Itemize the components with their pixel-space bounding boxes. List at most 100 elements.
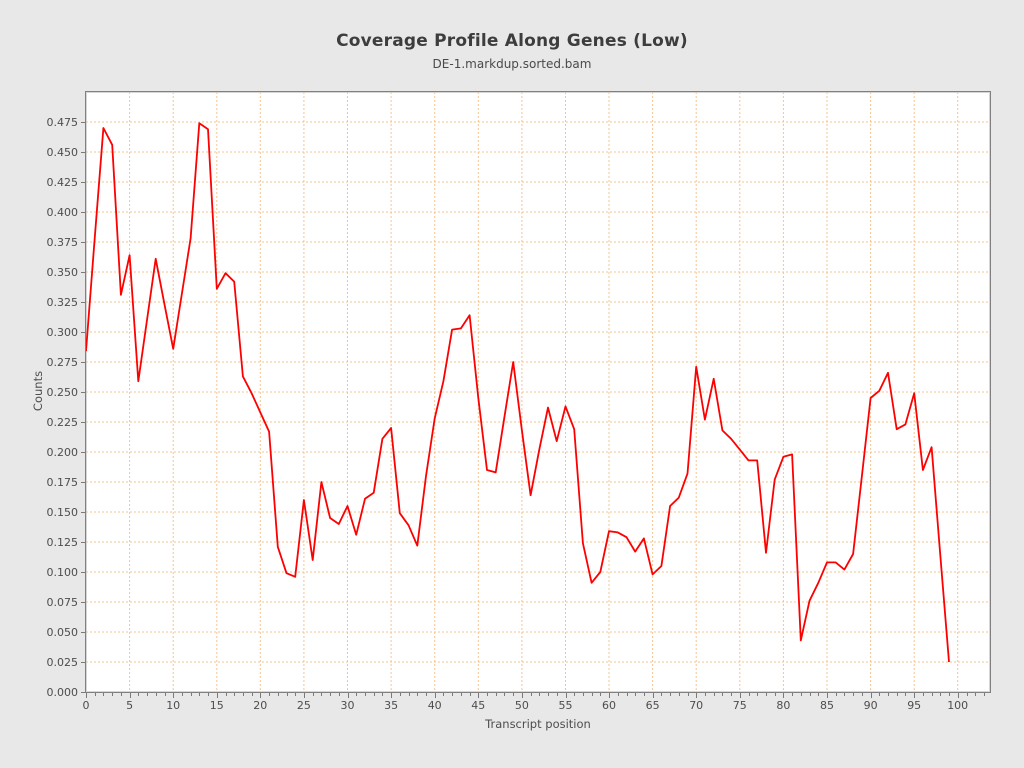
y-tick-label: 0.475 — [46, 116, 79, 129]
x-minor-tick — [365, 693, 366, 696]
y-tick-label: 0.025 — [46, 656, 79, 669]
x-major-tick — [739, 693, 741, 698]
chart-subtitle: DE-1.markdup.sorted.bam — [432, 57, 592, 71]
y-tick — [81, 302, 85, 303]
plot-area — [85, 91, 991, 693]
x-minor-tick — [408, 693, 410, 696]
x-minor-tick — [295, 693, 297, 696]
x-major-tick — [914, 693, 916, 698]
x-major-tick — [609, 693, 610, 698]
x-minor-tick — [983, 693, 985, 696]
x-tick-label: 35 — [384, 699, 399, 712]
y-tick-label: 0.225 — [46, 416, 79, 429]
x-minor-tick — [112, 693, 114, 696]
y-tick — [81, 452, 85, 453]
y-tick-label: 0.150 — [46, 506, 79, 519]
x-minor-tick — [356, 693, 358, 696]
y-tick — [81, 122, 85, 123]
x-minor-tick — [600, 693, 602, 696]
y-tick — [81, 692, 85, 693]
y-tick — [81, 662, 85, 663]
x-minor-tick — [286, 693, 288, 696]
x-minor-tick — [460, 693, 462, 696]
x-minor-tick — [792, 693, 794, 696]
chart-title: Coverage Profile Along Genes (Low) — [336, 31, 688, 51]
x-minor-tick — [678, 693, 680, 696]
x-tick-label: 70 — [689, 699, 704, 712]
x-major-tick — [478, 693, 480, 698]
x-minor-tick — [582, 693, 584, 696]
x-major-tick — [173, 693, 175, 698]
x-minor-tick — [800, 693, 802, 696]
x-minor-tick — [661, 693, 663, 696]
x-minor-tick — [164, 693, 166, 696]
x-minor-tick — [338, 693, 340, 696]
y-tick — [81, 602, 85, 603]
x-minor-tick — [896, 693, 898, 696]
x-tick-label: 10 — [166, 699, 181, 712]
y-tick-label: 0.325 — [46, 296, 79, 309]
x-minor-tick — [513, 693, 515, 696]
x-minor-tick — [722, 693, 724, 696]
x-minor-tick — [469, 693, 471, 696]
x-minor-tick — [556, 693, 558, 696]
x-tick-label: 20 — [253, 699, 268, 712]
y-tick — [81, 392, 85, 393]
x-minor-tick — [975, 693, 977, 696]
x-minor-tick — [774, 693, 776, 696]
x-tick-label: 100 — [947, 699, 969, 712]
coverage-line-series — [86, 122, 950, 663]
y-tick — [81, 332, 85, 333]
x-major-tick — [86, 693, 87, 698]
x-minor-tick — [330, 693, 332, 696]
x-minor-tick — [539, 693, 541, 696]
x-major-tick — [303, 693, 305, 698]
x-minor-tick — [704, 693, 706, 696]
x-minor-tick — [426, 693, 427, 696]
y-tick — [81, 512, 85, 513]
y-tick — [81, 362, 85, 363]
y-tick — [81, 572, 85, 573]
x-minor-tick — [530, 693, 532, 696]
x-minor-tick — [757, 693, 759, 696]
x-minor-tick — [626, 693, 628, 696]
x-minor-tick — [190, 693, 192, 696]
x-tick-label: 65 — [645, 699, 660, 712]
x-minor-tick — [905, 693, 907, 696]
x-minor-tick — [731, 693, 733, 696]
x-minor-tick — [617, 693, 619, 696]
x-tick-label: 80 — [776, 699, 791, 712]
y-tick — [81, 542, 85, 543]
x-minor-tick — [966, 693, 968, 696]
x-tick-label: 30 — [340, 699, 355, 712]
x-major-tick — [521, 693, 523, 698]
x-minor-tick — [242, 693, 244, 696]
x-minor-tick — [277, 693, 279, 696]
x-minor-tick — [504, 693, 506, 696]
x-minor-tick — [548, 693, 549, 696]
x-minor-tick — [120, 693, 122, 696]
x-minor-tick — [251, 693, 253, 696]
x-minor-tick — [879, 693, 881, 696]
x-minor-tick — [321, 693, 323, 696]
y-tick-label: 0.400 — [46, 206, 79, 219]
x-minor-tick — [234, 693, 236, 696]
x-major-tick — [347, 693, 349, 698]
x-minor-tick — [748, 693, 750, 696]
x-tick-label: 40 — [427, 699, 442, 712]
x-major-tick — [696, 693, 698, 698]
y-tick — [81, 482, 85, 483]
y-tick — [81, 272, 85, 273]
x-minor-tick — [382, 693, 384, 696]
x-axis-title: Transcript position — [485, 717, 591, 731]
x-minor-tick — [922, 693, 924, 696]
x-minor-tick — [591, 693, 593, 696]
x-minor-tick — [103, 693, 105, 696]
x-minor-tick — [155, 693, 157, 696]
x-tick-label: 5 — [126, 699, 134, 712]
y-tick-label: 0.450 — [46, 146, 79, 159]
x-tick-label: 45 — [471, 699, 486, 712]
y-tick — [81, 422, 85, 423]
y-tick-label: 0.375 — [46, 236, 79, 249]
x-minor-tick — [487, 693, 488, 696]
